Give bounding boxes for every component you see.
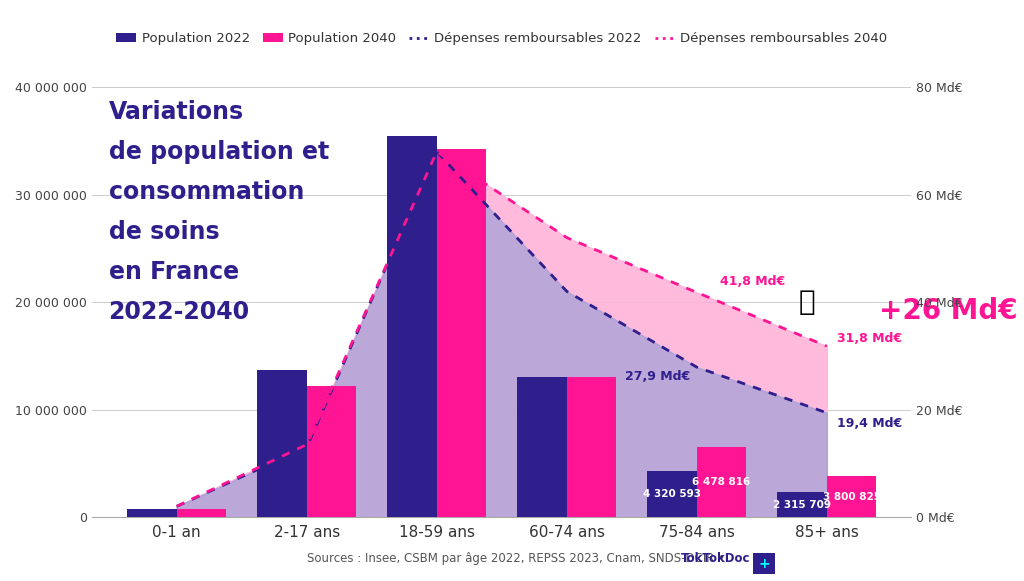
- Text: de population et: de population et: [109, 140, 329, 164]
- Text: Sources : Insee, CSBM par âge 2022, REPSS 2023, Cnam, SNDS-DCIR •: Sources : Insee, CSBM par âge 2022, REPS…: [307, 552, 729, 565]
- Bar: [517, 378, 566, 517]
- Bar: [566, 378, 616, 517]
- Bar: [127, 509, 177, 517]
- Text: consommation: consommation: [109, 180, 304, 204]
- Bar: [387, 135, 437, 517]
- Text: 19,4 Md€: 19,4 Md€: [838, 417, 902, 430]
- Text: 27,9 Md€: 27,9 Md€: [626, 370, 690, 383]
- Text: 6 478 816: 6 478 816: [692, 477, 751, 487]
- Text: +: +: [758, 557, 770, 571]
- Text: 4 320 593: 4 320 593: [643, 489, 701, 499]
- Text: de soins: de soins: [109, 220, 219, 244]
- Text: 31,8 Md€: 31,8 Md€: [838, 332, 902, 345]
- Text: 2 315 709: 2 315 709: [773, 500, 831, 510]
- Bar: [257, 370, 307, 517]
- Text: +26 Md€: +26 Md€: [879, 297, 1018, 325]
- Text: 2022-2040: 2022-2040: [109, 300, 250, 324]
- Bar: [777, 492, 826, 517]
- Bar: [696, 447, 746, 517]
- Bar: [177, 509, 226, 517]
- Text: TokTokDoc: TokTokDoc: [681, 552, 751, 565]
- Text: 41,8 Md€: 41,8 Md€: [720, 275, 785, 288]
- Bar: [647, 471, 696, 517]
- Text: en France: en France: [109, 260, 239, 284]
- Bar: [437, 149, 486, 517]
- Bar: [826, 476, 877, 517]
- Legend: Population 2022, Population 2040, Dépenses remboursables 2022, Dépenses rembours: Population 2022, Population 2040, Dépens…: [112, 27, 892, 51]
- Text: Variations: Variations: [109, 100, 244, 124]
- Text: 3 800 825: 3 800 825: [822, 492, 881, 501]
- Bar: [307, 386, 356, 517]
- Text: 🚨: 🚨: [799, 288, 816, 316]
